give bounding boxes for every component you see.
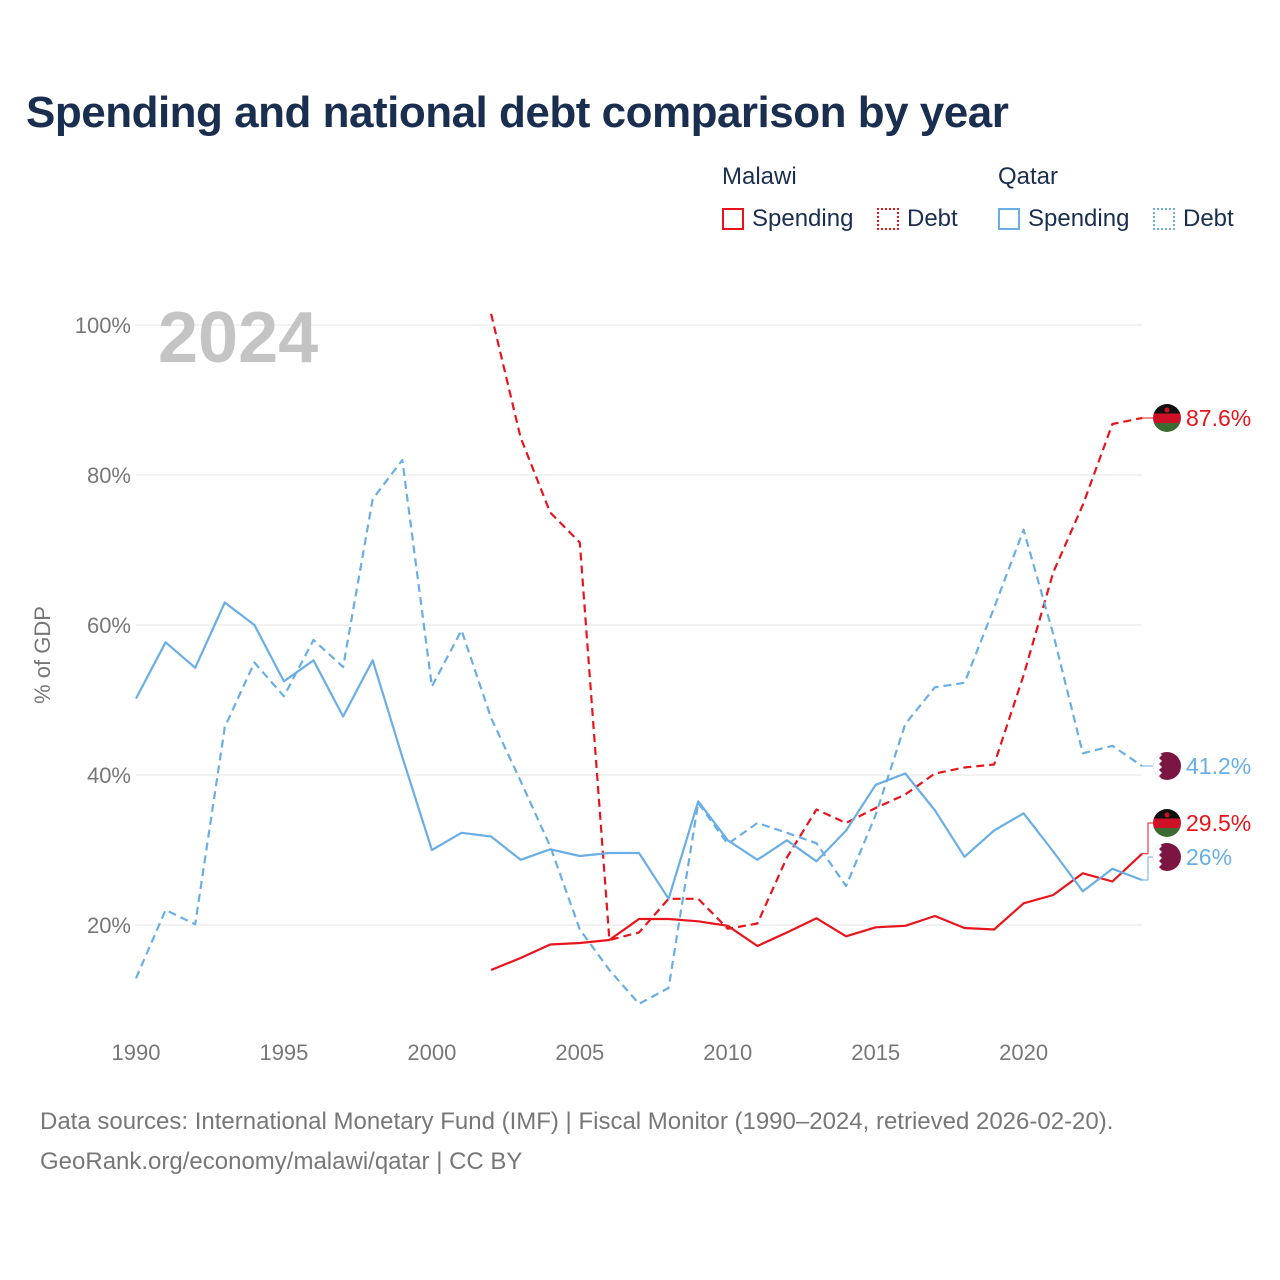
flag-fill	[1153, 809, 1181, 837]
malawi-flag-icon	[1153, 809, 1181, 837]
end-connector	[1142, 856, 1153, 881]
legend-malawi-spending[interactable]: Spending	[722, 205, 853, 233]
y-tick-label: 60%	[87, 613, 131, 638]
footer-sources: Data sources: International Monetary Fun…	[40, 1108, 1114, 1135]
malawi-flag-icon	[1153, 404, 1181, 432]
x-tick-label: 2005	[555, 1040, 604, 1065]
legend-swatch-malawi-spending	[722, 208, 744, 230]
malawi-spending-line	[490, 852, 1143, 972]
qatar-flag-icon	[1153, 752, 1181, 780]
end-value-label: 29.5%	[1186, 810, 1251, 836]
legend-qatar-spending[interactable]: Spending	[998, 205, 1129, 233]
flag-sun	[1164, 407, 1170, 413]
legend-group-qatar: Qatar	[998, 163, 1059, 190]
end-connector	[1142, 822, 1153, 855]
qatar-debt-line	[134, 458, 1143, 1005]
year-watermark: 2024	[158, 298, 318, 378]
end-value-label: 87.6%	[1186, 405, 1251, 431]
legend-malawi-debt[interactable]: Debt	[877, 205, 958, 233]
flag-stripe-green	[1153, 828, 1181, 837]
legend-label-malawi-spending: Spending	[752, 205, 854, 232]
x-tick-label: 2015	[851, 1040, 900, 1065]
x-tick-label: 1990	[112, 1040, 161, 1065]
legend-group-malawi: Malawi	[722, 163, 797, 190]
flag-fill	[1153, 404, 1181, 432]
flag-fill	[1153, 752, 1181, 780]
x-tick-label: 2020	[999, 1040, 1048, 1065]
y-tick-label: 20%	[87, 913, 131, 938]
flag-sun	[1164, 812, 1170, 818]
qatar-spending-line	[135, 601, 1143, 900]
chart-title: Spending and national debt comparison by…	[26, 88, 1009, 137]
y-axis-label: % of GDP	[30, 606, 55, 704]
end-value-label: 41.2%	[1186, 753, 1251, 779]
flag-fill	[1153, 843, 1181, 871]
legend-label-malawi-debt: Debt	[907, 205, 958, 232]
x-tick-label: 1995	[259, 1040, 308, 1065]
flag-stripe-green	[1153, 423, 1181, 432]
legend-label-qatar-spending: Spending	[1028, 205, 1130, 232]
malawi-debt-line	[490, 313, 1143, 942]
flag-stripe-red	[1153, 413, 1181, 423]
legend-swatch-qatar-spending	[998, 208, 1020, 230]
legend-label-qatar-debt: Debt	[1183, 205, 1234, 232]
legend-qatar-debt[interactable]: Debt	[1153, 205, 1234, 233]
qatar-flag-icon	[1153, 843, 1181, 871]
legend-swatch-qatar-debt	[1153, 208, 1175, 230]
y-tick-label: 80%	[87, 463, 131, 488]
flag-white-band	[1153, 752, 1162, 780]
x-tick-label: 2000	[407, 1040, 456, 1065]
x-tick-label: 2010	[703, 1040, 752, 1065]
footer-attribution: GeoRank.org/economy/malawi/qatar | CC BY	[40, 1148, 523, 1175]
flag-white-band	[1153, 843, 1162, 871]
y-tick-label: 100%	[75, 313, 131, 338]
y-tick-label: 40%	[87, 763, 131, 788]
end-value-label: 26%	[1186, 844, 1232, 870]
legend-swatch-malawi-debt	[877, 208, 899, 230]
flag-stripe-red	[1153, 818, 1181, 828]
